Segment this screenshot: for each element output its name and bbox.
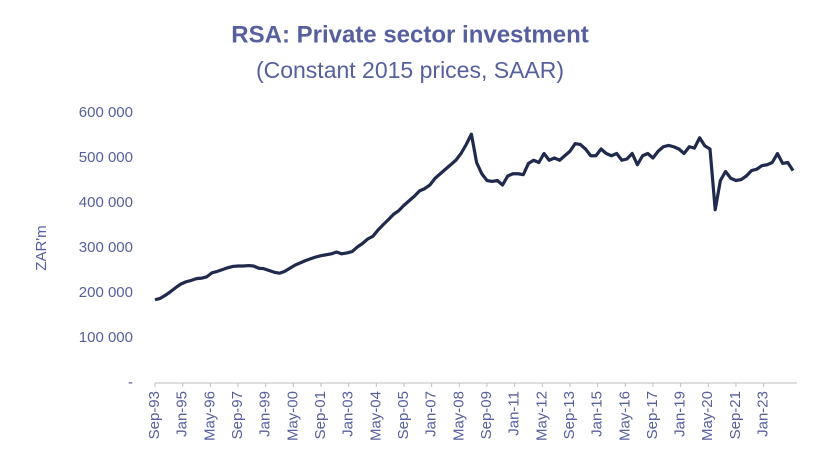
x-tick-label: Sep-97 [229,391,246,439]
x-tick-label: May-04 [367,391,384,441]
x-tick-label: Jan-03 [340,391,357,437]
x-tick-label: Sep-93 [146,391,163,439]
x-tick-label: Sep-01 [312,391,329,439]
y-tick-label: 400 000 [79,194,133,211]
x-tick-label: Jan-15 [589,391,606,437]
x-tick-label: May-00 [284,391,301,441]
x-tick-label: Sep-05 [395,391,412,439]
x-tick-label: May-96 [201,391,218,441]
series-line [154,132,795,302]
y-axis-label: ZAR'm [33,225,50,270]
y-tick-label: 200 000 [79,284,133,301]
y-tick-label: 600 000 [79,104,133,121]
x-tick-label: Jan-99 [257,391,274,437]
x-tick-label: Jan-19 [672,391,689,437]
x-tick-label: May-08 [450,391,467,441]
x-tick-label: Jan-23 [755,391,772,437]
x-tick-label: Sep-13 [561,391,578,439]
chart-subtitle: (Constant 2015 prices, SAAR) [256,57,564,83]
x-tick-label: Jan-07 [423,391,440,437]
x-tick-label: May-12 [533,391,550,441]
y-tick-label: 500 000 [79,149,133,166]
chart-title: RSA: Private sector investment [231,21,588,48]
x-tick-label: Sep-17 [644,391,661,439]
x-tick-label: Sep-21 [727,391,744,439]
y-tick-label: 100 000 [79,329,133,346]
x-tick-label: Jan-11 [506,391,523,436]
y-tick-label: - [128,374,133,391]
x-tick-label: Jan-95 [174,391,191,437]
x-tick-label: May-20 [699,391,716,441]
x-tick-label: Sep-09 [478,391,495,439]
x-tick-label: May-16 [616,391,633,441]
y-tick-label: 300 000 [79,239,133,256]
